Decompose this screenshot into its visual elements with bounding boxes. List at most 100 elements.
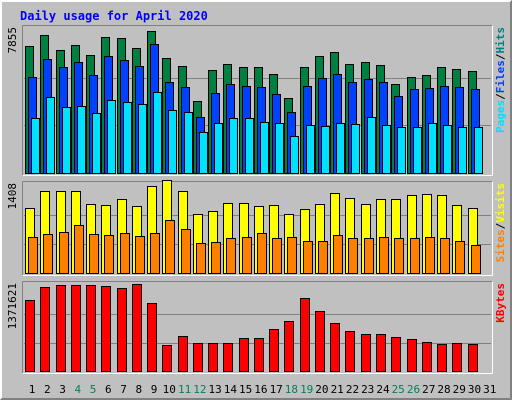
day-label-27: 27 — [422, 383, 435, 396]
bar-sites-day-7 — [120, 233, 130, 274]
bar-pages-day-12 — [199, 132, 208, 174]
bar-kbytes-day-30 — [468, 344, 478, 372]
bar-sites-day-4 — [74, 225, 84, 274]
day-label-14: 14 — [224, 383, 238, 396]
bar-kbytes-day-9 — [147, 303, 157, 372]
day-label-2: 2 — [44, 383, 51, 396]
bar-sites-day-23 — [364, 238, 374, 274]
legend-sites: Sites — [494, 229, 507, 262]
bar-pages-day-15 — [245, 118, 254, 174]
day-label-26: 26 — [407, 383, 420, 396]
day-label-28: 28 — [437, 383, 450, 396]
day-label-5: 5 — [90, 383, 97, 396]
bar-kbytes-day-5 — [86, 285, 96, 372]
bar-kbytes-day-10 — [162, 345, 172, 372]
day-label-3: 3 — [59, 383, 66, 396]
bar-kbytes-day-28 — [437, 344, 447, 372]
bar-pages-day-3 — [62, 107, 71, 174]
day-label-9: 9 — [151, 383, 158, 396]
bar-sites-day-13 — [211, 242, 221, 274]
chart-title: Daily usage for April 2020 — [20, 9, 208, 23]
bar-pages-day-17 — [275, 123, 284, 174]
day-label-6: 6 — [105, 383, 112, 396]
scale-max-label: 1371621 — [6, 283, 19, 329]
side-legend: Sites/Visits — [494, 183, 507, 263]
bar-sites-day-17 — [272, 238, 282, 274]
bar-kbytes-day-2 — [40, 287, 50, 372]
bar-kbytes-day-15 — [239, 338, 249, 372]
day-label-25: 25 — [392, 383, 405, 396]
day-label-23: 23 — [361, 383, 374, 396]
bar-pages-day-27 — [428, 123, 437, 174]
legend-pages: Pages — [494, 100, 507, 133]
bar-pages-day-8 — [138, 104, 147, 174]
bar-kbytes-day-13 — [208, 343, 218, 372]
bar-sites-day-19 — [303, 241, 313, 274]
day-label-4: 4 — [74, 383, 81, 396]
bar-kbytes-day-23 — [361, 334, 371, 372]
bar-sites-day-24 — [379, 237, 389, 274]
bar-sites-day-18 — [287, 237, 297, 274]
bar-pages-day-7 — [123, 102, 132, 174]
bar-pages-day-4 — [77, 106, 86, 174]
bar-pages-day-11 — [184, 112, 193, 174]
bar-kbytes-day-3 — [56, 285, 66, 372]
day-label-20: 20 — [315, 383, 328, 396]
day-label-19: 19 — [300, 383, 313, 396]
bar-pages-day-10 — [168, 110, 177, 174]
legend-separator: / — [494, 222, 507, 229]
bar-sites-day-5 — [89, 234, 99, 274]
bar-kbytes-day-12 — [193, 343, 203, 372]
bar-pages-day-22 — [351, 124, 360, 174]
bar-sites-day-22 — [348, 238, 358, 274]
day-label-18: 18 — [285, 383, 298, 396]
legend-files: Files — [494, 60, 507, 93]
bar-kbytes-day-26 — [407, 339, 417, 372]
day-label-31: 31 — [483, 383, 496, 396]
bar-sites-day-9 — [150, 233, 160, 274]
day-label-11: 11 — [178, 383, 191, 396]
day-label-7: 7 — [120, 383, 127, 396]
bar-kbytes-day-4 — [71, 285, 81, 372]
bar-pages-day-13 — [214, 123, 223, 174]
x-axis-labels: 1 2 3 4 5 6 7 8 9 10 11 12 13 14 15 16 17 18 19 20 21 22 23 24 2… — [29, 383, 497, 396]
day-label-10: 10 — [163, 383, 176, 396]
bar-kbytes-day-16 — [254, 338, 264, 372]
bar-kbytes-day-20 — [315, 311, 325, 372]
bar-sites-day-6 — [104, 235, 114, 274]
bar-pages-day-6 — [107, 100, 116, 174]
bar-kbytes-day-7 — [117, 288, 127, 372]
day-label-30: 30 — [468, 383, 481, 396]
bar-sites-day-30 — [471, 245, 481, 274]
bar-kbytes-day-19 — [300, 298, 310, 372]
bar-pages-day-14 — [229, 118, 238, 174]
bar-pages-day-23 — [367, 117, 376, 174]
day-label-15: 15 — [239, 383, 252, 396]
bar-kbytes-day-22 — [345, 331, 355, 372]
legend-visits: Visits — [494, 183, 507, 223]
bar-sites-day-8 — [135, 236, 145, 274]
side-legend: KBytes — [494, 283, 507, 323]
bar-pages-day-5 — [92, 113, 101, 174]
bar-sites-day-10 — [165, 220, 175, 274]
bar-pages-day-24 — [382, 125, 391, 174]
bar-pages-day-25 — [397, 127, 406, 174]
bar-pages-day-9 — [153, 92, 162, 174]
day-label-16: 16 — [254, 383, 267, 396]
bar-kbytes-day-14 — [223, 343, 233, 372]
bar-pages-day-1 — [31, 118, 40, 174]
bar-kbytes-day-25 — [391, 337, 401, 372]
bar-sites-day-15 — [242, 237, 252, 274]
bar-pages-day-30 — [474, 127, 483, 174]
bar-kbytes-day-29 — [452, 343, 462, 372]
day-label-1: 1 — [29, 383, 36, 396]
bar-pages-day-18 — [290, 136, 299, 174]
bar-sites-day-27 — [425, 237, 435, 274]
legend-separator: / — [494, 93, 507, 100]
bar-kbytes-day-27 — [422, 342, 432, 372]
side-legend: Pages/Files/Hits — [494, 27, 507, 133]
panel-frame — [22, 25, 493, 176]
bar-sites-day-21 — [333, 235, 343, 274]
